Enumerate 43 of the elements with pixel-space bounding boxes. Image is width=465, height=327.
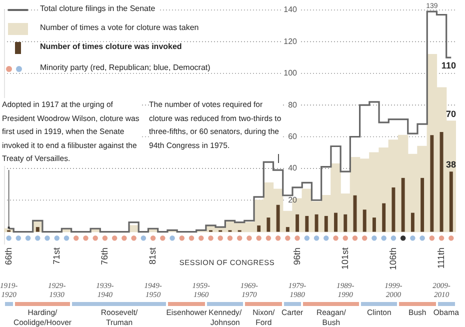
bar [420,178,424,232]
bar [392,187,396,232]
data-label: 70 [446,108,456,119]
x-tick-label: 76th [99,247,110,266]
y-tick-label: 60 [288,132,298,141]
x-tick-label: 96th [292,247,302,266]
x-tick-label: 106th [388,247,398,270]
bar [314,214,318,232]
bar [324,216,328,232]
bar [362,210,366,232]
data-label: 38 [446,160,456,170]
bar [372,218,376,232]
bar [382,203,386,232]
x-tick-label: 111th [436,247,446,269]
bar [305,216,309,232]
bar [257,225,261,232]
y-tick-label: 20 [288,195,298,204]
bar [286,227,290,232]
bar [276,204,280,232]
bar [449,172,453,232]
bar [410,212,414,232]
bar [430,135,434,232]
y-tick-label: 80 [288,100,298,110]
bar [334,212,338,232]
legend-label: Total cloture filings in the Senate [40,4,160,13]
x-tick-label: 81st [148,246,158,264]
bar [266,218,270,232]
data-label: 110 [441,60,456,71]
x-tick-label: 71st [51,246,62,264]
bar [296,214,300,232]
y-tick-label: 40 [288,164,298,173]
bar [344,214,348,232]
y-tick-label: 140 [284,5,298,14]
bar [401,178,405,232]
y-tick-label: 100 [284,68,298,78]
legend-label: Number of times a vote for cloture was taken [40,23,203,32]
bar [36,227,40,232]
bar [440,132,444,232]
legend-label: Number of times cloture was invoked [40,42,186,51]
y-tick-label: 120 [284,36,298,46]
legend-label: Minority party (red, Republican; blue, Democrat) [40,63,214,72]
x-tick-label: 66th [3,247,14,266]
x-tick-label: 101st [340,246,350,270]
